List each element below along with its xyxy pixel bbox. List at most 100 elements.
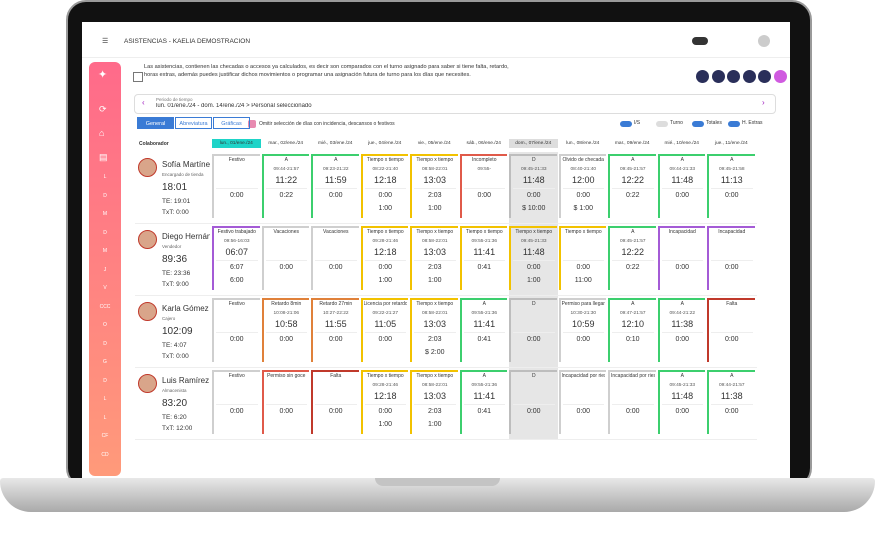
cell-label[interactable]: Falta (330, 373, 342, 379)
cell-label[interactable]: Festivo trabajado (217, 229, 256, 235)
cell-label[interactable]: Permiso para llegar (561, 301, 605, 307)
sidebar-item[interactable]: J (103, 266, 107, 273)
cell-side (707, 154, 709, 218)
sidebar-item[interactable]: V (103, 285, 107, 291)
tab[interactable]: Abreviatura (175, 117, 212, 129)
cell-label[interactable]: Tiempo x tiempo (564, 229, 602, 235)
cell-side (311, 154, 313, 218)
cell-side (657, 370, 660, 434)
cell-label[interactable]: A (631, 301, 635, 307)
cell-label[interactable]: Vacaciones (323, 229, 349, 235)
sidebar-item[interactable]: M (102, 248, 108, 254)
toggle[interactable] (728, 121, 740, 127)
cell-label[interactable]: Licencia por retardo (363, 301, 408, 307)
cell-hours: 11:41 (473, 391, 496, 401)
cell-label[interactable]: Incapacidad por riesgo (611, 373, 655, 379)
sidebar-item[interactable]: D (103, 340, 107, 347)
sidebar-item[interactable]: CD (101, 451, 109, 458)
cell-label[interactable]: Tiempo x tiempo (366, 373, 404, 379)
cell-side (707, 370, 709, 434)
cell-label[interactable]: Incompleto (472, 157, 497, 163)
cell-label[interactable]: Tiempo x tiempo (465, 229, 503, 235)
cell-label[interactable]: Olvido de checada (562, 157, 604, 163)
cell-label[interactable]: Festivo (228, 301, 245, 307)
cell-label[interactable]: Vacaciones (273, 229, 299, 235)
cell-bar (509, 370, 557, 372)
cell-label[interactable]: Retardo 27min (319, 301, 353, 307)
cell-label[interactable]: Retardo 8min (271, 301, 302, 307)
cell-label[interactable]: D (531, 157, 536, 163)
sidebar-icon[interactable]: ⟳ (99, 104, 107, 114)
toggle-label: H. Extras (742, 120, 763, 126)
sidebar-item[interactable]: D (103, 192, 107, 199)
cell-label[interactable]: A (482, 301, 486, 307)
cell-label[interactable]: A (482, 373, 486, 379)
omit-checkbox[interactable] (248, 120, 256, 128)
sidebar-item[interactable]: M (102, 211, 108, 217)
toggle[interactable] (692, 121, 704, 127)
sidebar-item[interactable]: CCC (99, 303, 111, 310)
cell-label[interactable]: A (631, 157, 635, 163)
cell-label[interactable]: A (334, 157, 338, 163)
cell-label[interactable]: Permiso sin goce (267, 373, 306, 379)
sidebar-item[interactable]: L (103, 414, 107, 421)
period-box[interactable] (134, 94, 776, 114)
avatar (138, 230, 157, 249)
cell-label[interactable]: D (531, 301, 536, 307)
cell-label[interactable]: A (284, 157, 288, 163)
sidebar-item[interactable]: D (103, 377, 107, 384)
cell-label[interactable]: A (680, 157, 684, 163)
action-button[interactable] (758, 70, 771, 83)
day-header: sáb., 06/ene./24 (466, 141, 501, 146)
action-button[interactable] (711, 70, 725, 83)
action-button[interactable] (742, 70, 756, 83)
cell-bar (558, 154, 606, 156)
cell-hours: 11:48 (671, 175, 694, 185)
sidebar-item[interactable]: CF (101, 433, 109, 439)
cell-divider (463, 332, 505, 333)
sidebar-icon[interactable]: ▤ (99, 152, 108, 162)
theme-toggle[interactable] (692, 37, 708, 45)
cell-label[interactable]: Tiempo x tiempo (416, 157, 454, 163)
cell-label[interactable]: Tiempo x tiempo (366, 157, 404, 163)
sidebar-item[interactable]: L (103, 396, 107, 402)
toggle[interactable] (620, 121, 632, 127)
cell-label[interactable]: Festivo (228, 373, 245, 379)
cell-label[interactable]: D (531, 373, 536, 379)
cell-divider (513, 188, 555, 189)
sidebar-icon[interactable]: ⌂ (99, 128, 105, 138)
cell-hours: 13:03 (423, 175, 447, 185)
action-button[interactable] (727, 70, 740, 83)
cell-side (410, 298, 412, 362)
next[interactable]: › (762, 98, 765, 107)
cell-label[interactable]: Festivo (228, 157, 245, 163)
cell-label[interactable]: Falta (726, 301, 738, 307)
action-button[interactable] (773, 70, 787, 83)
action-button[interactable] (696, 70, 709, 83)
cell-label[interactable]: A (730, 373, 734, 379)
tab[interactable]: General (137, 117, 174, 129)
cell-label[interactable]: Incapacidad por riesgo (561, 373, 606, 379)
cell-balance: 0:00 (229, 336, 244, 343)
sidebar-item[interactable]: G (103, 359, 107, 365)
cell-label[interactable]: A (631, 229, 635, 235)
cell-label[interactable]: Tiempo x tiempo (515, 229, 553, 235)
tab[interactable]: Gráficas (213, 117, 250, 129)
cell-label[interactable]: Tiempo x tiempo (416, 373, 454, 379)
cell-label[interactable]: A (730, 157, 734, 163)
menu-icon[interactable]: ☰ (102, 38, 109, 45)
cell-label[interactable]: Incapacidad (718, 229, 746, 235)
cell-label[interactable]: A (680, 373, 684, 379)
sidebar-item[interactable]: D (103, 229, 107, 236)
prev[interactable]: ‹ (142, 98, 145, 107)
cell-label[interactable]: A (680, 301, 684, 307)
cell-label[interactable]: Tiempo x tiempo (366, 229, 404, 235)
user-avatar[interactable] (758, 35, 770, 47)
sidebar-item[interactable]: L (103, 174, 107, 180)
sidebar-item[interactable]: O (103, 322, 107, 328)
cell-label[interactable]: Incapacidad (668, 229, 696, 235)
cell-label[interactable]: Tiempo x tiempo (416, 301, 454, 307)
cell-range: 09:55-21:36 (471, 383, 498, 388)
toggle[interactable] (656, 121, 668, 127)
cell-label[interactable]: Tiempo x tiempo (416, 229, 454, 235)
